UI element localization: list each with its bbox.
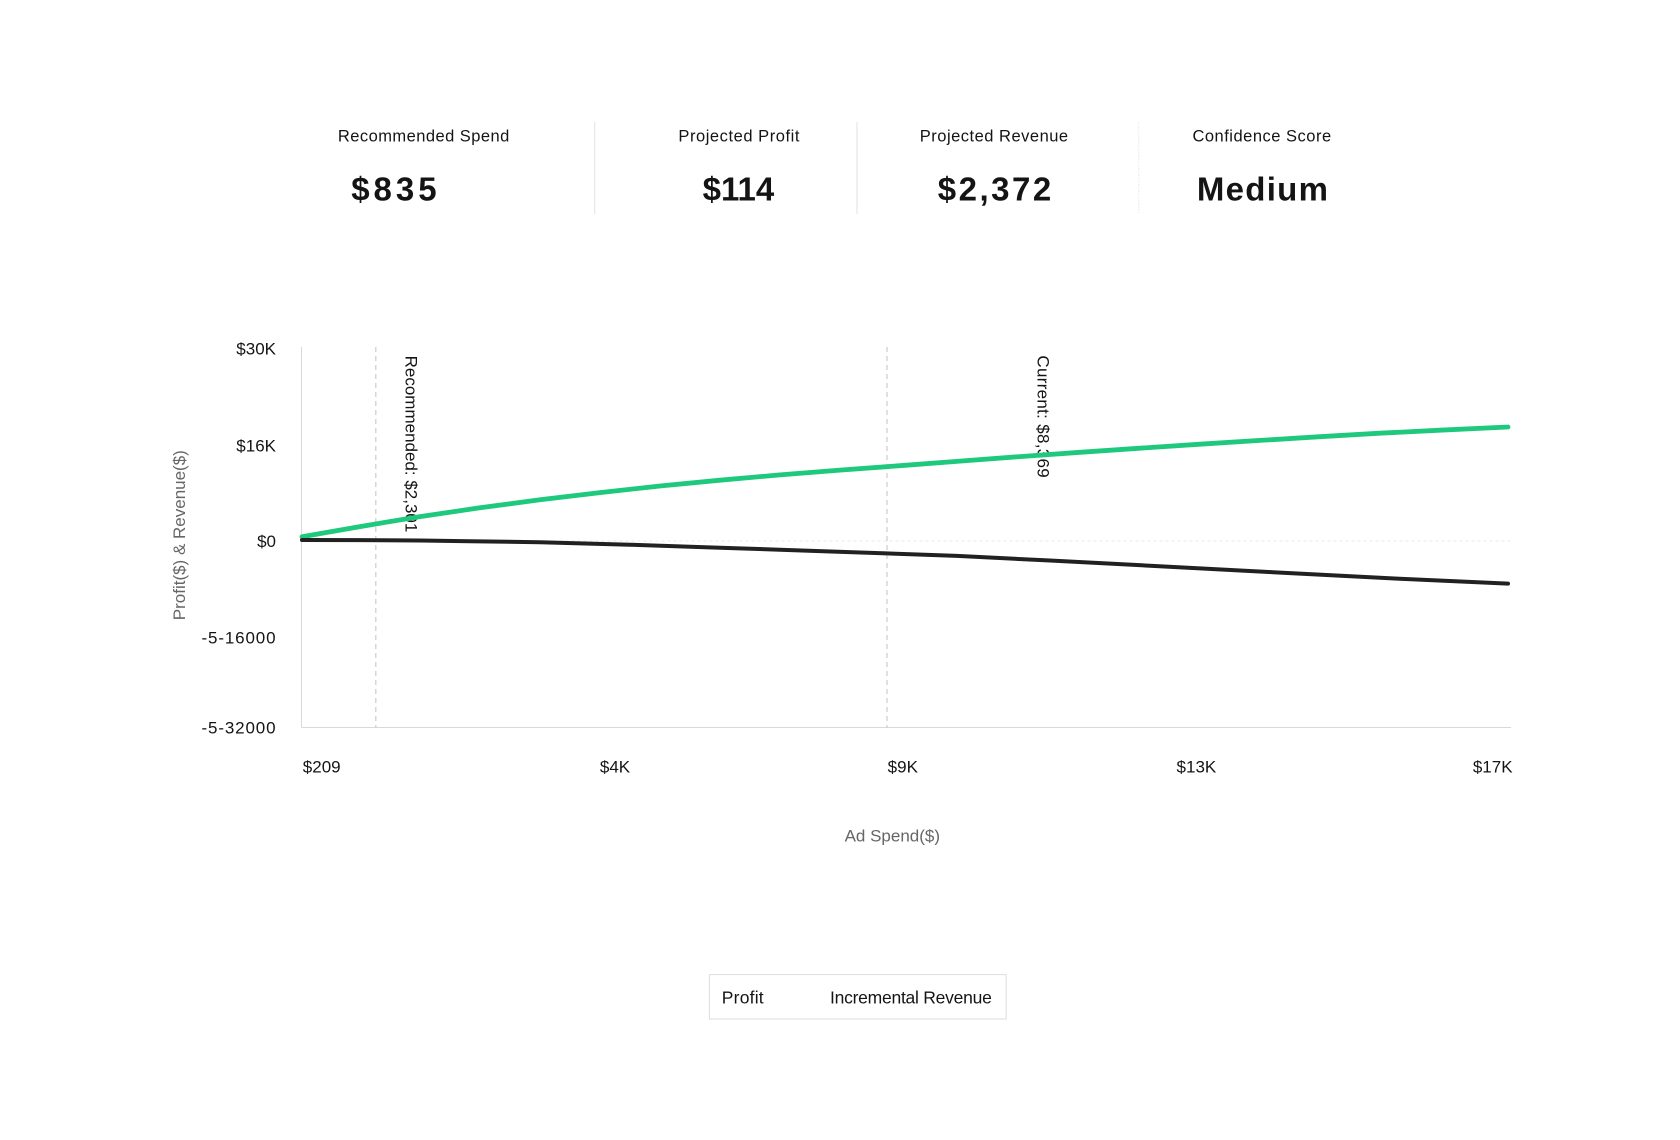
svg-text:$30K: $30K	[236, 340, 276, 359]
svg-text:Recommended: $2,301: Recommended: $2,301	[402, 356, 421, 533]
svg-text:Confidence Score: Confidence Score	[1192, 127, 1331, 145]
svg-text:$114: $114	[703, 171, 775, 208]
svg-text:$209: $209	[303, 758, 341, 777]
svg-text:Profit($) & Revenue($): Profit($) & Revenue($)	[170, 450, 189, 620]
svg-text:$17K: $17K	[1473, 758, 1513, 777]
svg-text:Recommended Spend: Recommended Spend	[338, 127, 510, 145]
svg-text:Ad Spend($): Ad Spend($)	[845, 826, 940, 845]
svg-text:Projected Revenue: Projected Revenue	[920, 127, 1069, 145]
svg-text:$835: $835	[351, 171, 440, 208]
svg-text:$9K: $9K	[888, 758, 919, 777]
svg-text:$0: $0	[257, 532, 276, 551]
svg-text:-5-16000: -5-16000	[202, 629, 277, 648]
svg-text:Incremental Revenue: Incremental Revenue	[830, 988, 992, 1008]
svg-text:Current: $8,369: Current: $8,369	[1034, 355, 1053, 478]
svg-text:$2,372: $2,372	[938, 171, 1054, 208]
svg-text:$16K: $16K	[236, 437, 276, 456]
svg-text:$13K: $13K	[1177, 758, 1217, 777]
svg-text:Profit: Profit	[722, 988, 764, 1008]
svg-text:-5-32000: -5-32000	[202, 719, 277, 738]
svg-text:Medium: Medium	[1197, 171, 1329, 208]
svg-text:$4K: $4K	[600, 758, 631, 777]
svg-text:Projected Profit: Projected Profit	[678, 127, 800, 145]
